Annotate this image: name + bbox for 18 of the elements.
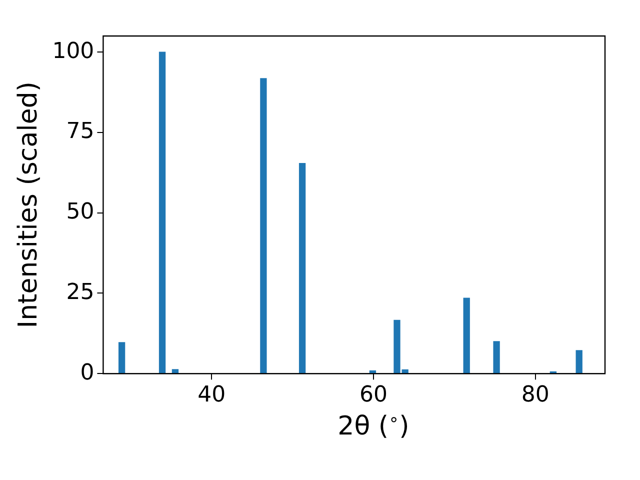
y-tick-label: 25	[66, 280, 94, 305]
bar	[172, 369, 179, 374]
bar	[493, 341, 500, 374]
bar	[298, 162, 306, 374]
x-axis-title: 2θ ($^{∘}$)	[336, 410, 410, 442]
y-tick-label: 75	[66, 119, 94, 144]
y-tick-label: 0	[80, 360, 94, 386]
y-tick-label: 100	[52, 38, 94, 64]
y-axis-title: Intensities (scaled)	[13, 82, 44, 328]
bar	[158, 52, 166, 374]
bar	[260, 78, 267, 374]
x-tick-label: 60	[360, 382, 388, 408]
y-tick-label: 50	[66, 200, 94, 225]
x-tick-label: 40	[198, 382, 226, 408]
bar	[576, 350, 582, 374]
bar	[463, 298, 470, 374]
x-tick-label: 80	[521, 382, 550, 408]
bar	[118, 342, 126, 374]
